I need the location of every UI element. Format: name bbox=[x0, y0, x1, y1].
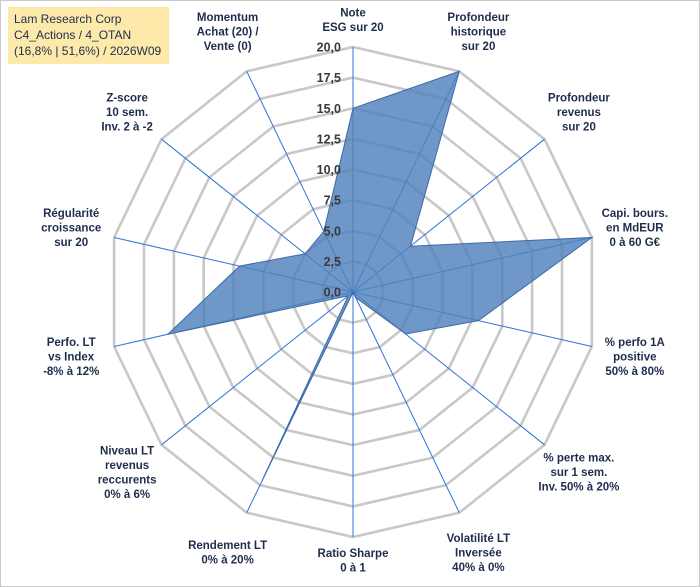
axis-label-line: ESG sur 20 bbox=[322, 22, 383, 34]
axis-label: Perfo. LT vs Index -8% à 12% bbox=[43, 337, 99, 378]
axis-label: Rendement LT 0% à 20% bbox=[188, 540, 267, 567]
portfolio-path: C4_Actions / 4_OTAN bbox=[14, 28, 132, 42]
axis-label-line: positive bbox=[613, 351, 656, 363]
axis-label-line: 0 à 60 G€ bbox=[610, 237, 661, 249]
data-series bbox=[166, 70, 594, 480]
tick-label: 20,0 bbox=[317, 41, 341, 55]
axis-label-line: sur 20 bbox=[461, 41, 495, 53]
axis-label: Note ESG sur 20 bbox=[322, 8, 383, 35]
tick-label: 7,5 bbox=[324, 194, 341, 208]
axis-label-line: 0 à 1 bbox=[340, 563, 366, 575]
axis-label-line: sur 1 sem. bbox=[550, 467, 607, 479]
axis-label-line: en MdEUR bbox=[606, 223, 664, 235]
axis-label-line: Achat (20) / bbox=[197, 27, 260, 39]
axis-label-line: Régularité bbox=[43, 208, 99, 220]
axis-label-line: Capi. bours. bbox=[602, 208, 668, 220]
axis-label-line: Ratio Sharpe bbox=[318, 548, 389, 560]
axis-label: Z-score 10 sem. Inv. 2 à -2 bbox=[101, 92, 153, 133]
tick-labels: 0,0 2,5 5,0 7,5 10,0 12,5 15,0 17,5 20,0 bbox=[317, 41, 341, 300]
axis-label-line: vs Index bbox=[48, 351, 95, 363]
axis-line bbox=[161, 291, 354, 446]
axis-label-line: 0% à 20% bbox=[201, 555, 253, 567]
axis-label-line: -8% à 12% bbox=[43, 366, 99, 378]
axis-label-line: revenus bbox=[557, 107, 601, 119]
axis-label-line: reccurents bbox=[98, 474, 157, 486]
axis-label-line: Inversée bbox=[455, 547, 502, 559]
axis-label: % perfo 1A positive 50% à 80% bbox=[605, 337, 665, 378]
axis-label-line: Momentum bbox=[197, 12, 258, 24]
axis-labels: Note ESG sur 20 Profondeur historique sur 20… bbox=[41, 8, 668, 575]
axis-line bbox=[352, 291, 460, 513]
tick-label: 2,5 bbox=[324, 255, 341, 269]
axis-label-line: Profondeur bbox=[447, 12, 509, 24]
axis-label-line: historique bbox=[451, 27, 507, 39]
axis-label: Ratio Sharpe 0 à 1 bbox=[318, 548, 389, 575]
axis-label-line: Inv. 50% à 20% bbox=[538, 482, 619, 494]
tick-label: 15,0 bbox=[317, 102, 341, 116]
axis-label-line: Vente (0) bbox=[204, 41, 252, 53]
axis-label: % perte max. sur 1 sem. Inv. 50% à 20% bbox=[538, 453, 619, 494]
axis-label-line: Inv. 2 à -2 bbox=[101, 121, 153, 133]
axis-label: Régularité croissance sur 20 bbox=[41, 208, 101, 249]
axis-label: Capi. bours. en MdEUR 0 à 60 G€ bbox=[602, 208, 668, 249]
data-area bbox=[166, 70, 594, 480]
axis-label-line: Volatilité LT bbox=[447, 533, 510, 545]
axis-label: Momentum Achat (20) / Vente (0) bbox=[197, 12, 260, 53]
axis-label-line: sur 20 bbox=[54, 237, 88, 249]
axis-label-line: 10 sem. bbox=[106, 107, 148, 119]
tick-label: 10,0 bbox=[317, 163, 341, 177]
axis-label-line: Note bbox=[340, 8, 366, 20]
axis-label-line: Niveau LT bbox=[100, 445, 154, 457]
axis-label: Volatilité LT Inversée 40% à 0% bbox=[447, 533, 510, 574]
axis-label-line: % perfo 1A bbox=[605, 337, 665, 349]
tick-label: 5,0 bbox=[324, 224, 341, 238]
info-box: Lam Research Corp C4_Actions / 4_OTAN (1… bbox=[8, 7, 170, 64]
axis-label-line: Z-score bbox=[106, 92, 148, 104]
company-name: Lam Research Corp bbox=[14, 12, 122, 26]
axis-label-line: sur 20 bbox=[562, 121, 596, 133]
axis-label: Profondeur historique sur 20 bbox=[447, 12, 509, 53]
axis-label-line: 40% à 0% bbox=[452, 562, 504, 574]
axis-label-line: Profondeur bbox=[548, 92, 610, 104]
axis-label: Niveau LT revenus reccurents 0% à 6% bbox=[98, 445, 157, 501]
axis-label-line: revenus bbox=[105, 460, 149, 472]
axis-label: Profondeur revenus sur 20 bbox=[548, 92, 610, 133]
axis-label-line: 0% à 6% bbox=[104, 489, 150, 501]
axis-label-line: Rendement LT bbox=[188, 540, 267, 552]
tick-label: 0,0 bbox=[324, 286, 341, 300]
axis-label-line: Perfo. LT bbox=[47, 337, 96, 349]
axis-label-line: croissance bbox=[41, 223, 101, 235]
tick-label: 12,5 bbox=[317, 132, 341, 146]
axis-label-line: 50% à 80% bbox=[605, 366, 664, 378]
tick-label: 17,5 bbox=[317, 71, 341, 85]
axis-label-line: % perte max. bbox=[543, 453, 614, 465]
stats-line: (16,8% | 51,6%) / 2026W09 bbox=[14, 44, 162, 58]
